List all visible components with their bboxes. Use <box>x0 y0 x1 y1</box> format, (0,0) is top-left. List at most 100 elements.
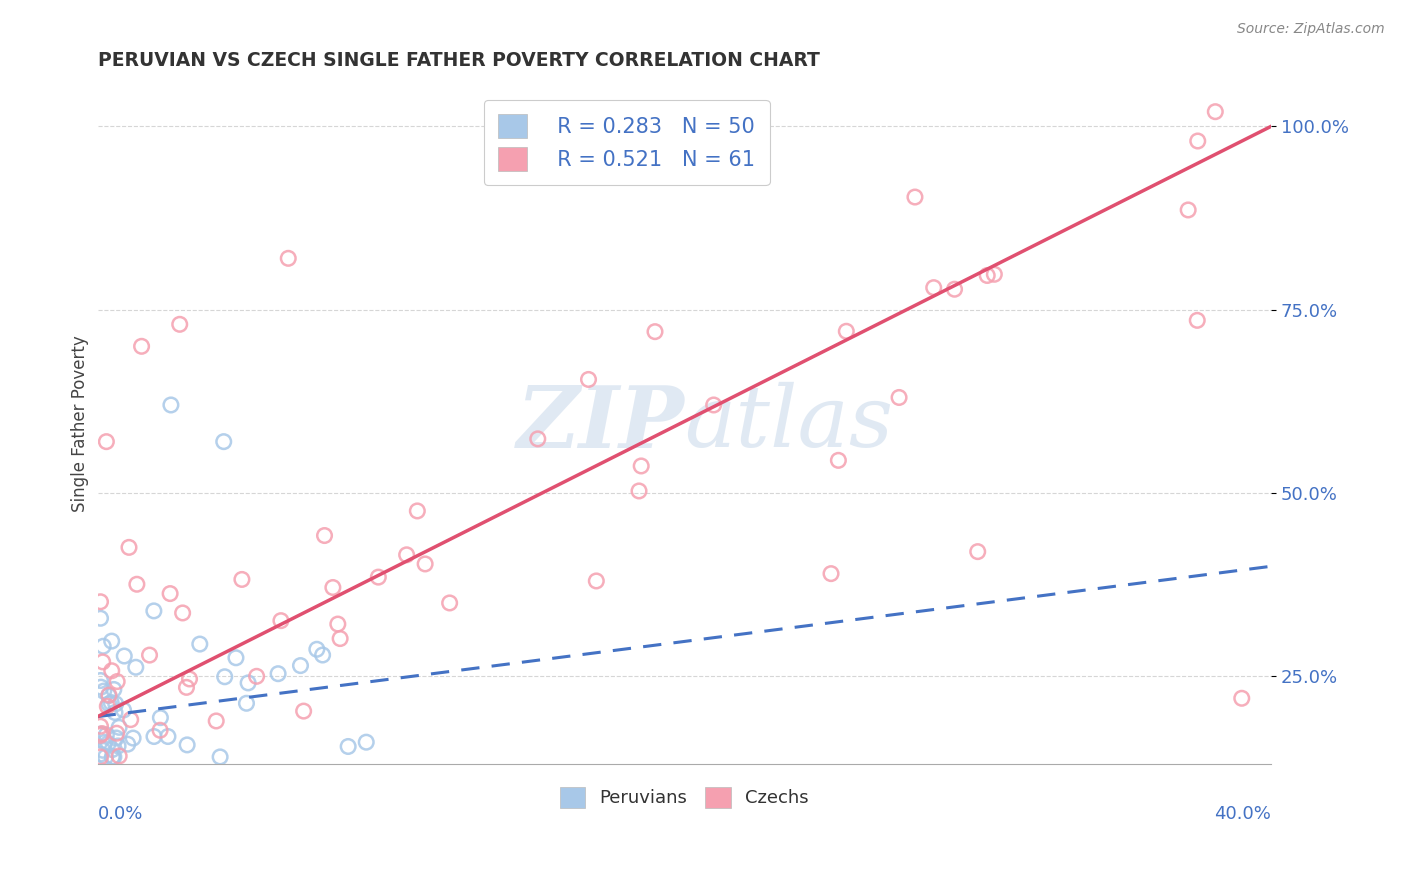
Point <box>103 682 125 697</box>
Point <box>101 750 124 764</box>
Text: ZIP: ZIP <box>516 382 685 465</box>
Point <box>103 750 125 764</box>
Point <box>904 190 927 204</box>
Point <box>104 706 127 720</box>
Point <box>627 483 650 498</box>
Text: atlas: atlas <box>685 382 893 465</box>
Point <box>827 453 849 467</box>
Point <box>976 268 998 283</box>
Point <box>105 726 128 740</box>
Point <box>1230 691 1253 706</box>
Point <box>91 726 114 740</box>
Point <box>112 648 135 663</box>
Point <box>835 324 858 338</box>
Point <box>292 704 315 718</box>
Point <box>94 735 117 749</box>
Point <box>169 318 191 332</box>
Point <box>236 676 259 690</box>
Point <box>104 697 127 711</box>
Point <box>100 634 122 648</box>
Point <box>89 611 111 625</box>
Point <box>887 391 910 405</box>
Point <box>142 604 165 618</box>
Point <box>644 325 666 339</box>
Point <box>630 458 652 473</box>
Point <box>160 398 183 412</box>
Point <box>120 713 142 727</box>
Point <box>205 714 228 728</box>
Point <box>585 574 607 588</box>
Point <box>156 730 179 744</box>
Point <box>89 719 111 733</box>
Point <box>277 252 299 266</box>
Point <box>176 681 198 695</box>
Point <box>820 566 842 581</box>
Point <box>322 581 344 595</box>
Point <box>108 720 131 734</box>
Point <box>117 737 139 751</box>
Point <box>89 673 111 688</box>
Y-axis label: Single Father Poverty: Single Father Poverty <box>72 334 89 512</box>
Point <box>122 731 145 745</box>
Text: 0.0%: 0.0% <box>97 805 143 823</box>
Point <box>188 637 211 651</box>
Point <box>176 738 198 752</box>
Point <box>91 743 114 757</box>
Point <box>107 739 129 753</box>
Point <box>305 642 328 657</box>
Point <box>96 699 118 714</box>
Point <box>96 728 118 742</box>
Point <box>212 434 235 449</box>
Point <box>118 541 141 555</box>
Point <box>235 696 257 710</box>
Text: PERUVIAN VS CZECH SINGLE FATHER POVERTY CORRELATION CHART: PERUVIAN VS CZECH SINGLE FATHER POVERTY … <box>97 51 820 70</box>
Point <box>89 595 111 609</box>
Point <box>179 672 201 686</box>
Point <box>943 282 966 296</box>
Point <box>395 548 418 562</box>
Point <box>1177 202 1199 217</box>
Point <box>209 750 232 764</box>
Point <box>406 504 429 518</box>
Point <box>112 703 135 717</box>
Point <box>91 639 114 653</box>
Point <box>97 736 120 750</box>
Point <box>90 680 112 694</box>
Point <box>983 268 1005 282</box>
Point <box>966 544 988 558</box>
Text: 40.0%: 40.0% <box>1215 805 1271 823</box>
Point <box>100 664 122 678</box>
Point <box>125 577 148 591</box>
Point <box>311 648 333 662</box>
Point <box>526 432 548 446</box>
Point <box>125 660 148 674</box>
Point <box>922 280 945 294</box>
Point <box>290 658 312 673</box>
Point <box>1187 134 1209 148</box>
Point <box>93 684 115 698</box>
Point <box>214 670 236 684</box>
Point <box>97 689 120 703</box>
Point <box>105 674 128 689</box>
Point <box>89 750 111 764</box>
Point <box>149 711 172 725</box>
Point <box>329 632 352 646</box>
Point <box>267 666 290 681</box>
Legend: Peruvians, Czechs: Peruvians, Czechs <box>551 778 818 816</box>
Point <box>1204 104 1226 119</box>
Point <box>96 434 118 449</box>
Point <box>246 669 269 683</box>
Point <box>231 573 253 587</box>
Point <box>1187 313 1209 327</box>
Point <box>354 735 377 749</box>
Text: Source: ZipAtlas.com: Source: ZipAtlas.com <box>1237 22 1385 37</box>
Point <box>149 723 172 738</box>
Point <box>89 727 111 741</box>
Point <box>413 557 436 571</box>
Point <box>94 750 117 764</box>
Point <box>270 614 292 628</box>
Point <box>100 696 122 710</box>
Point <box>578 372 600 386</box>
Point <box>89 728 111 742</box>
Point <box>337 739 360 754</box>
